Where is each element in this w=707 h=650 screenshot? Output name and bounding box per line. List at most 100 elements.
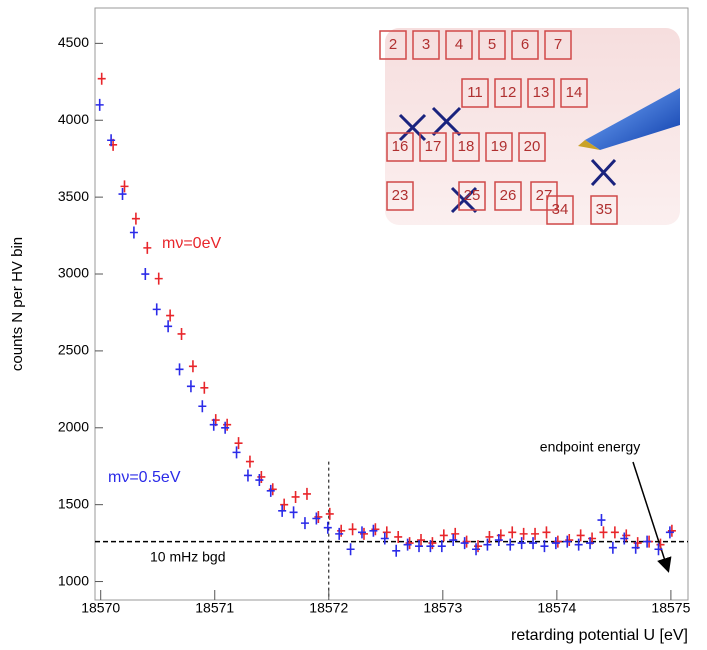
data-point bbox=[186, 380, 195, 393]
y-tick-label: 3500 bbox=[58, 188, 89, 204]
data-point bbox=[154, 272, 163, 285]
x-tick-label: 18574 bbox=[537, 600, 576, 616]
data-point bbox=[519, 527, 528, 540]
data-point bbox=[394, 530, 403, 543]
data-point bbox=[323, 521, 332, 534]
inset-cell bbox=[560, 78, 588, 108]
inset-number: 12 bbox=[500, 84, 517, 101]
inset-cell bbox=[379, 30, 407, 60]
data-point bbox=[289, 506, 298, 519]
inset-cell bbox=[494, 181, 522, 211]
inset-number: 35 bbox=[596, 201, 613, 218]
data-point bbox=[599, 526, 608, 539]
inset-number: 18 bbox=[458, 138, 475, 155]
data-point bbox=[266, 484, 275, 497]
y-tick-label: 2000 bbox=[58, 418, 89, 434]
data-point bbox=[232, 446, 241, 459]
data-point bbox=[221, 421, 230, 434]
data-point bbox=[417, 534, 426, 547]
data-point bbox=[586, 537, 595, 550]
data-point bbox=[608, 541, 617, 554]
inset-number: 6 bbox=[521, 36, 529, 53]
data-point bbox=[610, 526, 619, 539]
data-point bbox=[531, 527, 540, 540]
data-point bbox=[426, 540, 435, 553]
inset-cell bbox=[518, 132, 546, 162]
data-point bbox=[631, 541, 640, 554]
data-point bbox=[325, 507, 334, 520]
data-point bbox=[437, 540, 446, 553]
y-tick-label: 2500 bbox=[58, 342, 89, 358]
data-point bbox=[164, 320, 173, 333]
data-point bbox=[346, 543, 355, 556]
inset-cell bbox=[458, 181, 486, 211]
annotation: 10 mHz bgd bbox=[150, 549, 225, 565]
inset-number: 20 bbox=[524, 138, 541, 155]
inset-number: 7 bbox=[554, 36, 562, 53]
y-tick-label: 1000 bbox=[58, 572, 89, 588]
data-point bbox=[451, 527, 460, 540]
data-point bbox=[198, 400, 207, 413]
annotation: endpoint energy bbox=[540, 439, 640, 455]
plot-frame bbox=[94, 7, 689, 601]
inset-number: 34 bbox=[552, 201, 569, 218]
data-point bbox=[574, 538, 583, 551]
data-point bbox=[97, 72, 106, 85]
data-point bbox=[243, 469, 252, 482]
data-point bbox=[209, 418, 218, 431]
inset-number: 25 bbox=[464, 187, 481, 204]
data-point bbox=[665, 526, 674, 539]
data-point bbox=[380, 532, 389, 545]
inset-cell bbox=[494, 78, 522, 108]
data-point bbox=[200, 381, 209, 394]
data-point bbox=[551, 537, 560, 550]
data-point bbox=[177, 327, 186, 340]
inset-cell bbox=[478, 30, 506, 60]
data-point bbox=[348, 523, 357, 536]
inset-cell bbox=[445, 30, 473, 60]
data-point bbox=[245, 455, 254, 468]
x-tick-label: 18571 bbox=[195, 600, 234, 616]
data-point bbox=[143, 241, 152, 254]
data-point bbox=[529, 537, 538, 550]
data-point bbox=[152, 303, 161, 316]
inset-number: 3 bbox=[422, 36, 430, 53]
inset-number: 23 bbox=[392, 187, 409, 204]
data-point bbox=[506, 538, 515, 551]
inset-cell bbox=[511, 30, 539, 60]
data-point bbox=[483, 538, 492, 551]
data-point bbox=[654, 543, 663, 556]
data-point bbox=[175, 363, 184, 376]
inset-cell bbox=[544, 30, 572, 60]
data-point bbox=[620, 532, 629, 545]
data-point bbox=[449, 534, 458, 547]
data-point bbox=[540, 540, 549, 553]
data-point bbox=[494, 534, 503, 547]
data-point bbox=[255, 474, 264, 487]
data-point bbox=[302, 487, 311, 500]
inset-number: 14 bbox=[566, 84, 583, 101]
x-tick-label: 18572 bbox=[309, 600, 348, 616]
y-tick-label: 1500 bbox=[58, 495, 89, 511]
inset-number: 13 bbox=[533, 84, 550, 101]
data-point bbox=[234, 437, 243, 450]
data-point bbox=[392, 544, 401, 557]
inset-cell bbox=[546, 195, 574, 225]
x-tick-label: 18570 bbox=[81, 600, 120, 616]
data-point bbox=[439, 529, 448, 542]
data-point bbox=[472, 543, 481, 556]
inset-cell bbox=[386, 181, 414, 211]
data-point bbox=[542, 526, 551, 539]
data-point bbox=[415, 540, 424, 553]
inset-cell bbox=[590, 195, 618, 225]
x-tick-label: 18575 bbox=[651, 600, 690, 616]
inset-number: 16 bbox=[392, 138, 409, 155]
inset-number: 17 bbox=[425, 138, 442, 155]
data-point bbox=[517, 537, 526, 550]
inset-cell bbox=[386, 132, 414, 162]
inset-cell bbox=[527, 78, 555, 108]
inset-cell bbox=[485, 132, 513, 162]
y-tick-label: 3000 bbox=[58, 265, 89, 281]
data-point bbox=[95, 98, 104, 111]
